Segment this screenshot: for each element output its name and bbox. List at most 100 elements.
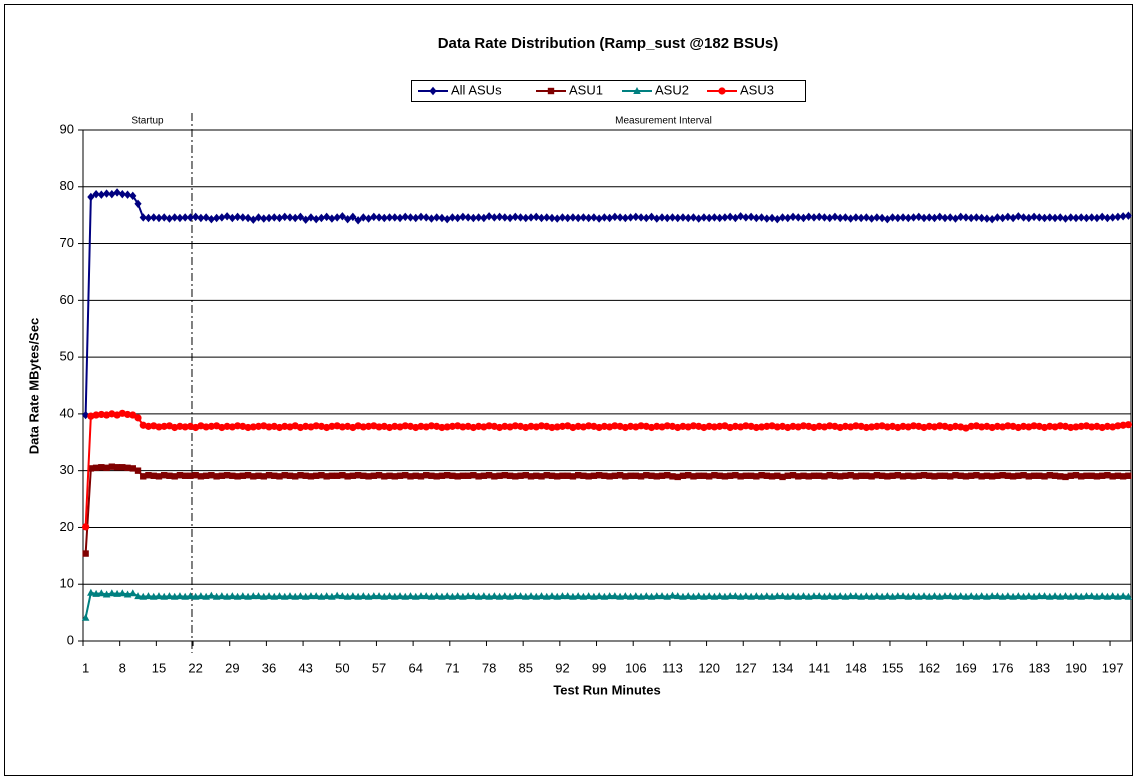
data-point — [375, 213, 383, 222]
data-point — [470, 472, 477, 479]
data-point — [674, 473, 681, 481]
annotation: Startup — [131, 116, 164, 127]
data-point — [731, 213, 739, 223]
data-point — [375, 423, 383, 431]
data-point — [805, 473, 812, 480]
data-point — [626, 213, 635, 222]
data-point — [186, 213, 195, 222]
data-point — [155, 473, 163, 480]
data-point — [946, 592, 955, 600]
data-point — [271, 472, 278, 479]
data-point — [401, 212, 409, 222]
data-point — [223, 422, 231, 430]
data-point — [600, 592, 609, 600]
data-point — [134, 467, 142, 474]
data-point — [967, 213, 975, 223]
data-point — [1119, 473, 1127, 480]
data-point — [841, 422, 850, 430]
data-point — [784, 213, 792, 223]
data-point — [527, 422, 535, 430]
data-point — [925, 592, 934, 600]
data-point — [1046, 422, 1054, 430]
data-point — [87, 465, 95, 472]
data-point — [774, 472, 781, 479]
data-point — [1004, 592, 1012, 600]
y-tick-label: 70 — [60, 235, 74, 250]
data-point — [1040, 592, 1049, 600]
data-point — [97, 410, 105, 419]
data-point — [223, 472, 231, 479]
data-point — [134, 592, 142, 600]
data-point — [522, 472, 529, 479]
data-point — [626, 422, 635, 430]
data-point — [543, 472, 550, 479]
data-point — [464, 592, 472, 600]
data-point — [1067, 213, 1075, 222]
data-point — [380, 213, 388, 223]
data-point — [579, 592, 588, 600]
data-point — [632, 592, 640, 600]
data-point — [674, 213, 682, 223]
data-point — [511, 212, 519, 222]
data-point — [574, 213, 582, 223]
data-point — [799, 213, 808, 223]
data-point — [128, 589, 137, 597]
data-point — [705, 473, 713, 480]
x-tick-label: 197 — [1102, 660, 1124, 675]
data-point — [187, 472, 194, 479]
data-point — [296, 592, 305, 600]
data-point — [1093, 592, 1101, 600]
data-point — [926, 472, 933, 479]
data-point — [810, 472, 818, 479]
data-point — [778, 592, 787, 600]
data-point — [360, 472, 367, 479]
data-point — [249, 423, 257, 431]
data-point — [553, 214, 561, 223]
data-point — [1019, 422, 1028, 430]
data-point — [585, 213, 593, 223]
data-point — [621, 592, 630, 600]
data-point — [1083, 472, 1090, 479]
data-point — [87, 588, 95, 596]
data-point — [302, 215, 310, 224]
data-point — [354, 592, 362, 600]
data-point — [359, 213, 367, 222]
data-point — [338, 212, 346, 221]
data-point — [904, 213, 912, 223]
data-point — [292, 473, 299, 480]
data-point — [155, 213, 163, 223]
data-point — [150, 213, 158, 222]
data-point — [265, 213, 273, 223]
data-point — [694, 592, 703, 600]
data-point — [757, 423, 766, 431]
data-point — [972, 592, 981, 600]
data-point — [1041, 473, 1048, 480]
data-point — [999, 213, 1007, 223]
data-point — [433, 473, 440, 480]
data-point — [862, 423, 870, 432]
data-point — [1056, 592, 1065, 600]
data-point — [207, 214, 215, 224]
data-point — [501, 472, 509, 479]
data-point — [642, 213, 650, 223]
data-point — [527, 213, 535, 222]
data-point — [145, 472, 152, 479]
data-point — [412, 213, 420, 223]
y-tick-label: 20 — [60, 519, 74, 534]
data-point — [863, 472, 870, 479]
data-point — [1114, 472, 1122, 479]
data-point — [909, 422, 918, 430]
x-tick-label: 176 — [992, 660, 1014, 675]
data-point — [391, 473, 398, 480]
data-point — [312, 472, 320, 479]
data-point — [548, 213, 556, 223]
data-point — [826, 472, 833, 479]
data-point — [485, 592, 493, 600]
data-point — [1082, 592, 1091, 600]
data-point — [616, 472, 624, 479]
data-point — [852, 592, 860, 600]
data-point — [737, 473, 744, 480]
data-point — [941, 472, 949, 479]
data-point — [155, 592, 163, 600]
data-point — [537, 213, 546, 223]
